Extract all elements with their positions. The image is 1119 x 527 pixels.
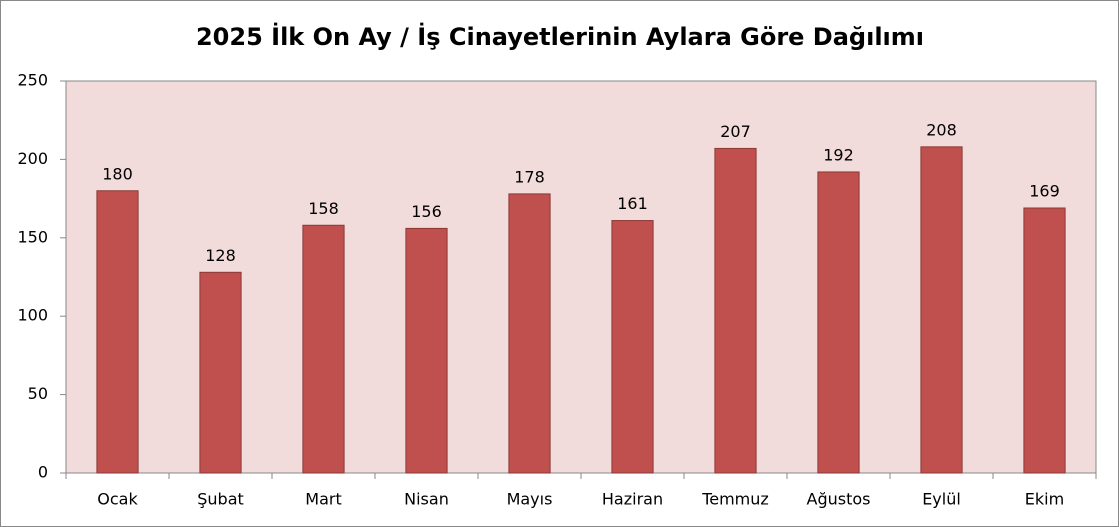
bar (96, 190, 139, 474)
x-tick-label: Ağustos (807, 490, 871, 509)
bar (508, 193, 551, 474)
chart-title: 2025 İlk On Ay / İş Cinayetlerinin Aylar… (196, 22, 924, 51)
data-label: 208 (926, 120, 957, 139)
x-tick-label: Haziran (602, 490, 663, 509)
y-tick-label: 100 (17, 306, 48, 325)
bar (302, 224, 345, 474)
bar (199, 271, 242, 474)
y-tick-label: 200 (17, 149, 48, 168)
data-label: 156 (411, 202, 442, 221)
x-tick-label: Eylül (922, 490, 961, 509)
y-tick-label: 250 (17, 71, 48, 90)
y-tick-label: 50 (28, 384, 48, 403)
data-label: 158 (308, 199, 339, 218)
bar (714, 147, 757, 474)
data-label: 178 (514, 167, 545, 186)
x-tick-label: Ocak (97, 490, 138, 509)
bar (611, 220, 654, 474)
bar (1023, 207, 1066, 474)
bar (405, 227, 448, 474)
data-label: 169 (1029, 182, 1060, 201)
x-tick-label: Mayıs (507, 490, 553, 509)
data-label: 192 (823, 145, 854, 164)
data-label: 180 (102, 164, 133, 183)
data-label: 128 (205, 246, 236, 265)
x-tick-label: Mart (305, 490, 341, 509)
data-label: 161 (617, 194, 648, 213)
bar (920, 146, 963, 474)
x-tick-label: Ekim (1025, 490, 1064, 509)
data-label: 207 (720, 122, 751, 141)
y-tick-label: 0 (38, 463, 48, 482)
x-tick-label: Temmuz (701, 490, 769, 509)
x-tick-label: Şubat (197, 490, 244, 509)
x-tick-label: Nisan (404, 490, 449, 509)
y-tick-label: 150 (17, 227, 48, 246)
bar (817, 171, 860, 474)
